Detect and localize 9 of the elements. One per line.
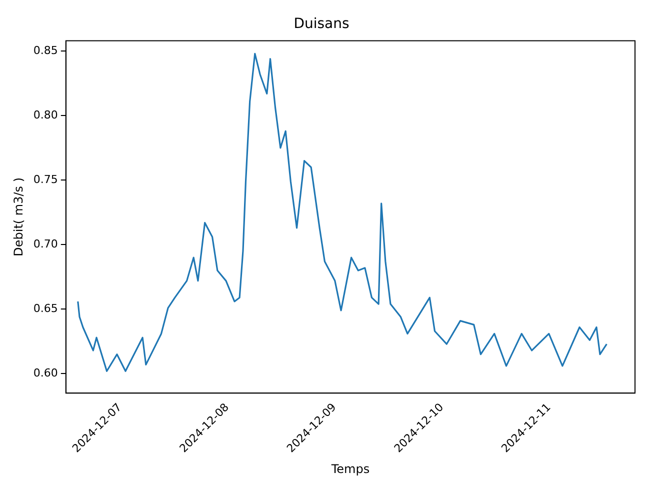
y-tick-label: 0.85 bbox=[33, 44, 58, 57]
y-axis-title: Debit( m3/s ) bbox=[11, 177, 26, 256]
y-tick-label: 0.65 bbox=[33, 302, 58, 316]
y-tick-label: 0.75 bbox=[33, 173, 58, 186]
y-tick-label: 0.70 bbox=[33, 238, 58, 251]
y-tick-label: 0.80 bbox=[33, 108, 58, 122]
y-tick-label: 0.60 bbox=[33, 366, 58, 380]
chart-title: Duisans bbox=[294, 16, 350, 32]
x-axis-title: Temps bbox=[330, 462, 370, 476]
